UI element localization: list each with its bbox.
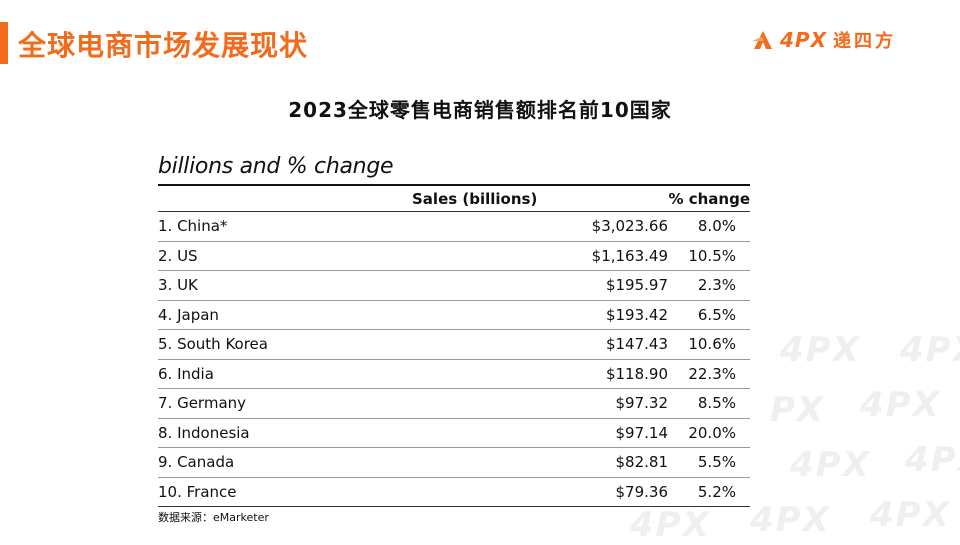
change-cell: 2.3% bbox=[697, 276, 736, 295]
page-title: 全球电商市场发展现状 bbox=[18, 29, 309, 62]
watermark: 4PX bbox=[750, 500, 831, 540]
change-cell: 10.5% bbox=[688, 246, 736, 265]
table-body: 1. China* $3,023.66 8.0% 2. US $1,163.49 10.5… bbox=[158, 212, 750, 507]
table-row: 1. China* $3,023.66 8.0% bbox=[158, 212, 750, 242]
country-cell: 8. Indonesia bbox=[158, 423, 250, 442]
country-cell: 6. India bbox=[158, 364, 214, 383]
table-row: 6. India $118.90 22.3% bbox=[158, 360, 750, 389]
table-row: 10. France $79.36 5.2% bbox=[158, 478, 750, 507]
watermark: PX bbox=[770, 390, 826, 430]
logo-text: 4PX bbox=[780, 28, 827, 52]
sales-cell: $1,163.49 bbox=[591, 246, 668, 265]
country-cell: 5. South Korea bbox=[158, 335, 268, 354]
watermark: 4PX bbox=[790, 445, 871, 485]
table-row: 5. South Korea $147.43 10.6% bbox=[158, 330, 750, 360]
table-row: 9. Canada $82.81 5.5% bbox=[158, 448, 750, 478]
country-cell: 9. Canada bbox=[158, 453, 235, 472]
sales-cell: $193.42 bbox=[605, 305, 668, 324]
country-cell: 1. China* bbox=[158, 217, 228, 236]
table-caption: billions and % change bbox=[158, 154, 394, 179]
sales-cell: $3,023.66 bbox=[591, 217, 668, 236]
title-accent-bar bbox=[0, 22, 8, 64]
column-header-sales-label: Sales (billions) bbox=[412, 189, 538, 208]
table-top-rule bbox=[158, 184, 750, 186]
table-row: 3. UK $195.97 2.3% bbox=[158, 271, 750, 301]
country-cell: 3. UK bbox=[158, 276, 198, 295]
table-row: 4. Japan $193.42 6.5% bbox=[158, 301, 750, 330]
change-cell: 20.0% bbox=[688, 423, 736, 442]
watermark: 4PX bbox=[900, 330, 960, 370]
sales-cell: $97.14 bbox=[615, 423, 669, 442]
country-cell: 10. France bbox=[158, 482, 237, 501]
table-row: 7. Germany $97.32 8.5% bbox=[158, 389, 750, 419]
column-header-sales: Sales (billions) bbox=[412, 190, 668, 208]
logo-mark-icon bbox=[752, 31, 772, 49]
change-cell: 8.0% bbox=[697, 217, 736, 236]
sales-cell: $97.32 bbox=[615, 394, 669, 413]
slide-subtitle: 2023全球零售电商销售额排名前10国家 bbox=[288, 98, 672, 122]
country-cell: 4. Japan bbox=[158, 305, 219, 324]
watermark: 4PX bbox=[860, 385, 941, 425]
watermark: 4PX bbox=[870, 495, 951, 535]
country-cell: 7. Germany bbox=[158, 394, 247, 413]
logo-cn-text: 递四方 bbox=[833, 31, 896, 52]
change-cell: 6.5% bbox=[697, 305, 736, 324]
change-cell: 8.5% bbox=[697, 394, 736, 413]
sales-cell: $195.97 bbox=[605, 276, 668, 295]
sales-table: billions and % change Sales (billions) %… bbox=[158, 150, 750, 507]
change-cell: 22.3% bbox=[688, 364, 736, 383]
change-cell: 10.6% bbox=[688, 335, 736, 354]
change-cell: 5.5% bbox=[697, 453, 736, 472]
brand-logo: 4PX 递四方 bbox=[752, 26, 896, 54]
table-header-row: Sales (billions) % change bbox=[158, 186, 750, 212]
table-row: 2. US $1,163.49 10.5% bbox=[158, 242, 750, 271]
change-cell: 5.2% bbox=[697, 482, 736, 501]
watermark: 4PX bbox=[905, 440, 960, 480]
watermark: 4PX bbox=[630, 505, 711, 545]
data-source-note: 数据来源：eMarketer bbox=[158, 511, 269, 524]
sales-cell: $147.43 bbox=[605, 335, 668, 354]
sales-cell: $82.81 bbox=[615, 453, 669, 472]
column-header-change: % change bbox=[668, 189, 750, 208]
table-row: 8. Indonesia $97.14 20.0% bbox=[158, 419, 750, 448]
country-cell: 2. US bbox=[158, 246, 198, 265]
sales-cell: $118.90 bbox=[605, 364, 668, 383]
sales-cell: $79.36 bbox=[615, 482, 669, 501]
watermark: 4PX bbox=[780, 330, 861, 370]
